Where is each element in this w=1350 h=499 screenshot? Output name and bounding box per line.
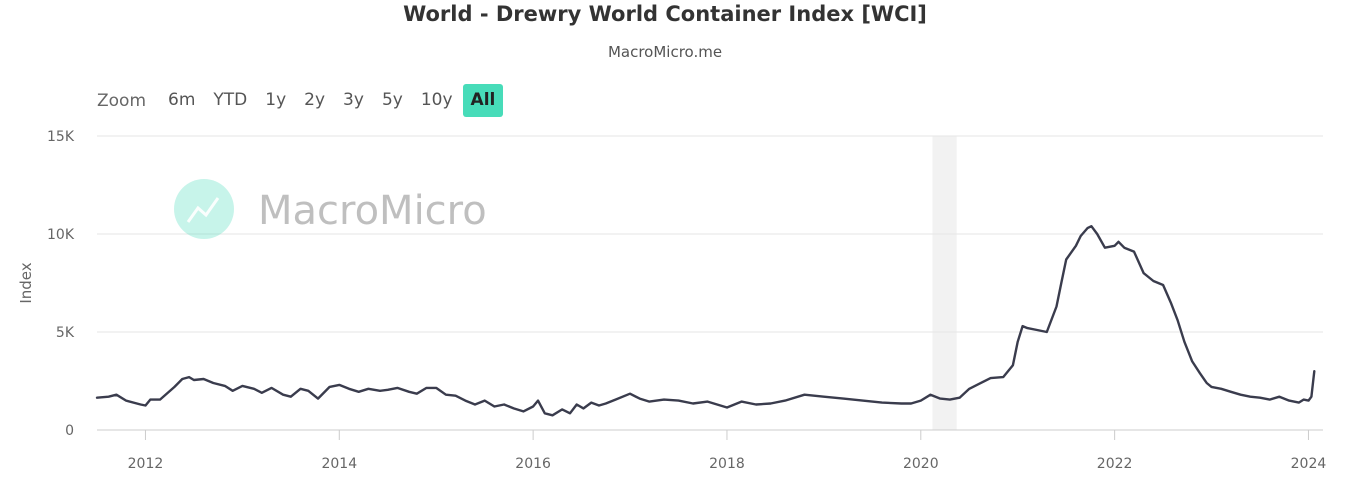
chart-title: World - Drewry World Container Index [WC… — [403, 2, 927, 26]
x-tick-label: 2016 — [515, 456, 551, 472]
watermark-text: MacroMicro — [258, 188, 487, 234]
y-tick-label: 0 — [65, 423, 74, 439]
zoom-bar: Zoom 6m YTD 1y 2y 3y 5y 10y All — [97, 84, 505, 117]
y-tick-label: 5K — [56, 325, 75, 341]
x-tick-label: 2014 — [321, 456, 357, 472]
watermark: MacroMicro — [174, 179, 487, 239]
y-tick-label: 15K — [47, 129, 75, 145]
recession-band-0 — [932, 136, 957, 430]
zoom-1y-button[interactable]: 1y — [265, 90, 287, 110]
x-tick-label: 2024 — [1291, 456, 1327, 472]
zoom-2y-button[interactable]: 2y — [304, 90, 326, 110]
watermark-logo-icon — [174, 179, 234, 239]
y-axis-title: Index — [17, 262, 35, 303]
x-tick-label: 2020 — [903, 456, 939, 472]
y-tick-label: 10K — [47, 227, 75, 243]
zoom-10y-button[interactable]: 10y — [420, 90, 453, 110]
x-tick-label: 2022 — [1097, 456, 1133, 472]
watermark-logo-mark — [186, 197, 220, 223]
zoom-label: Zoom — [97, 90, 147, 111]
zoom-ytd-button[interactable]: YTD — [213, 90, 248, 110]
chart-subtitle: MacroMicro.me — [607, 43, 723, 61]
zoom-3y-button[interactable]: 3y — [343, 90, 364, 110]
series-line-0 — [95, 224, 1316, 417]
zoom-5y-button[interactable]: 5y — [381, 90, 403, 110]
zoom-all-button[interactable]: All — [462, 84, 504, 117]
zoom-6m-button[interactable]: 6m — [168, 90, 196, 110]
x-tick-label: 2018 — [709, 456, 745, 472]
x-tick-label: 2012 — [128, 456, 164, 472]
